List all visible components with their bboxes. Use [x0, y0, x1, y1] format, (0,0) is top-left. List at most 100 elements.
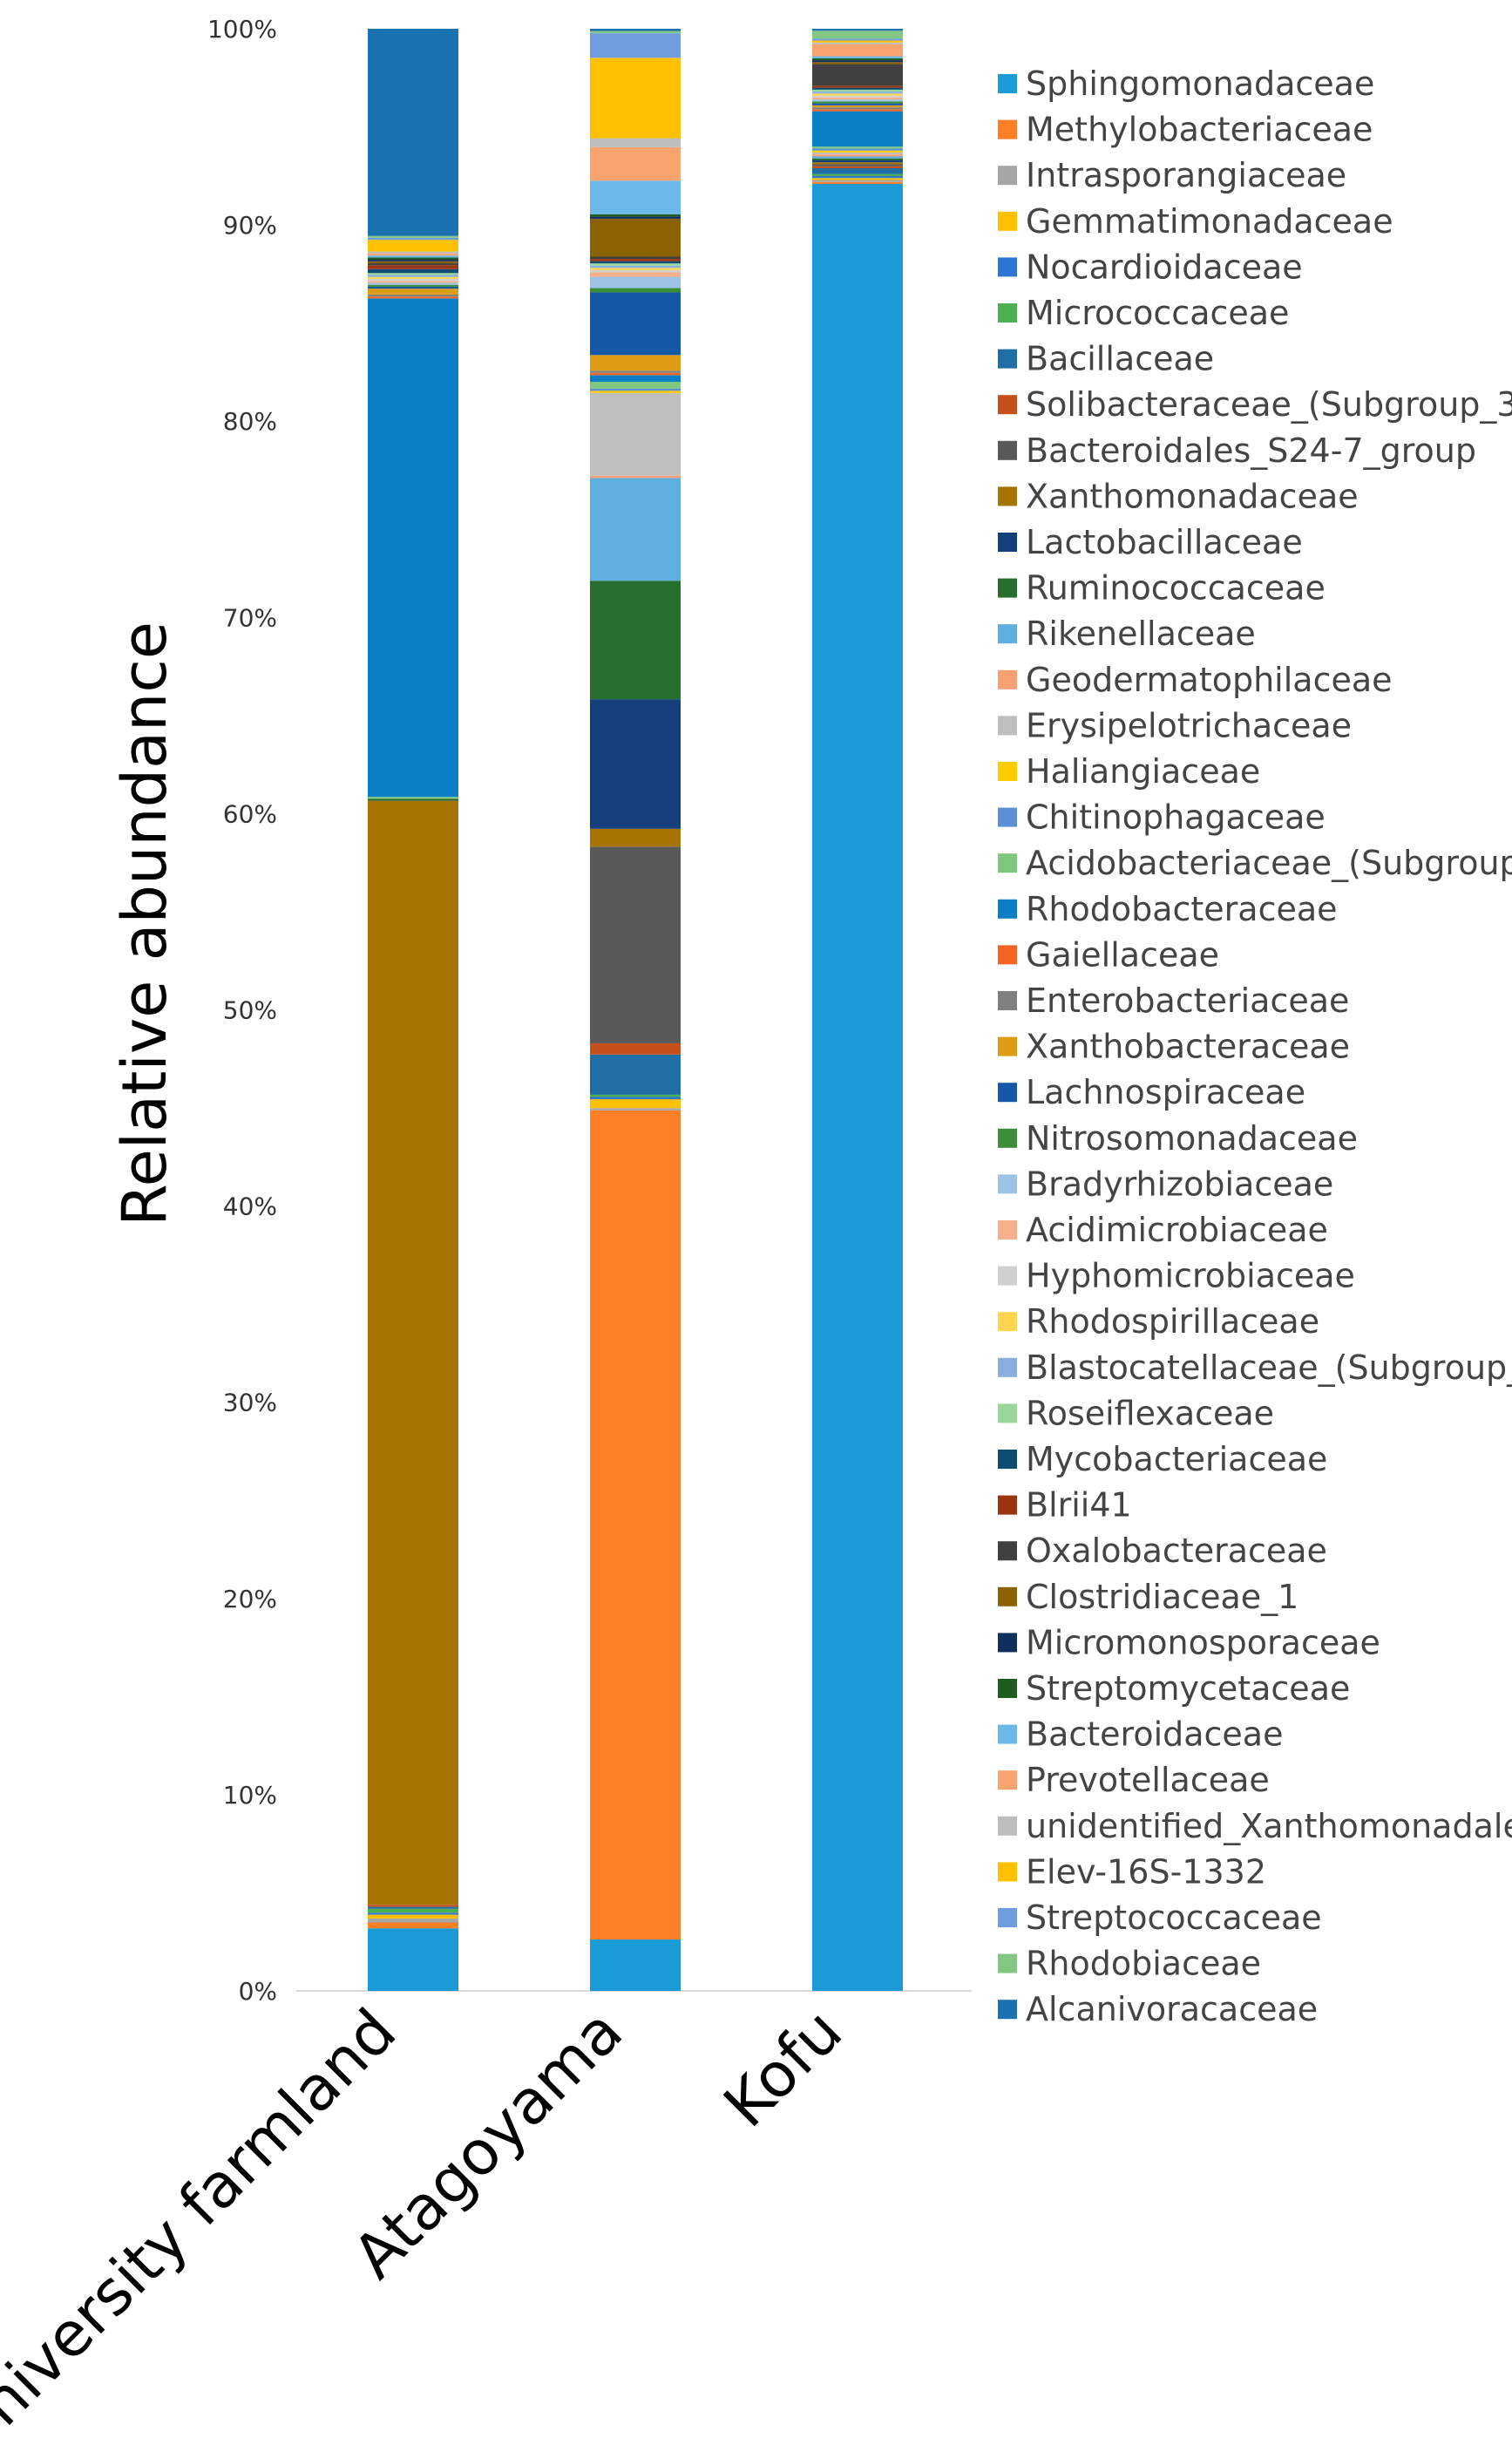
legend-item: Bradyrhizobiaceae [998, 1165, 1333, 1203]
legend-swatch [998, 1357, 1017, 1377]
legend-item: Alcanivoracaceae [998, 1990, 1318, 2028]
legend-item: Elev-16S-1332 [998, 1852, 1266, 1891]
legend-label: Elev-16S-1332 [1026, 1852, 1266, 1891]
legend-label: Enterobacteriaceae [1026, 981, 1349, 1020]
legend-item: Intrasporangiaceae [998, 156, 1346, 194]
legend-label: Gaiellaceae [1026, 935, 1219, 974]
legend-swatch [998, 1679, 1017, 1698]
bar-segment [590, 256, 681, 260]
bar-segment [590, 370, 681, 373]
bar-segment [812, 29, 903, 31]
legend-item: Chitinophagaceae [998, 798, 1326, 837]
legend-label: Gemmatimonadaceae [1026, 202, 1393, 241]
legend-swatch [998, 166, 1017, 186]
bar-segment [812, 93, 903, 96]
y-tick-label: 20% [223, 1585, 277, 1613]
legend-swatch [998, 1174, 1017, 1194]
legend-item: Roseiflexaceae [998, 1394, 1274, 1432]
legend-label: Solibacteraceae_(Subgroup_3) [1026, 385, 1512, 424]
bar-segment [590, 268, 681, 270]
legend-item: Nitrosomonadaceae [998, 1119, 1358, 1158]
bar-segment [590, 478, 681, 581]
legend-swatch [998, 1770, 1017, 1790]
bar-segment [368, 257, 458, 260]
bar-segment [812, 162, 903, 165]
legend-label: Methylobacteriaceae [1026, 111, 1373, 149]
bar-segment [368, 1912, 458, 1915]
legend-item: Blastocatellaceae_(Subgroup_4) [998, 1348, 1512, 1387]
bar-segment [812, 42, 903, 45]
bar-segment [590, 828, 681, 847]
bar-segment [812, 148, 903, 151]
legend-swatch [998, 1266, 1017, 1286]
legend-swatch [998, 440, 1017, 460]
bar-segment [590, 392, 681, 476]
legend-item: unidentified_Xanthomonadales [998, 1807, 1512, 1845]
bar-segment [368, 800, 458, 1905]
bar-segment [812, 95, 903, 98]
legend-item: Bacteroidaceae [998, 1715, 1283, 1754]
legend-label: Xanthobacteraceae [1026, 1028, 1350, 1066]
bar-segment [590, 216, 681, 219]
bar-segment [368, 289, 458, 295]
bar-segment [812, 158, 903, 160]
legend-item: Rikenellaceae [998, 615, 1256, 653]
x-category-label: University farmland [0, 1995, 410, 2452]
legend-label: Blastocatellaceae_(Subgroup_4) [1026, 1348, 1512, 1387]
bar-segment [590, 846, 681, 1043]
legend-item: Nocardioidaceae [998, 248, 1303, 286]
bar-segment [368, 237, 458, 241]
bar-segment [590, 259, 681, 262]
bar-segment [590, 372, 681, 376]
bar-segment [368, 251, 458, 254]
legend-label: Hyphomicrobiaceae [1026, 1257, 1355, 1295]
bar-segment [368, 286, 458, 289]
y-tick-label: 70% [223, 603, 277, 632]
legend-label: Xanthomonadaceae [1026, 477, 1359, 515]
legend-label: Streptococcaceae [1026, 1898, 1322, 1937]
legend-swatch [998, 395, 1017, 415]
bar-segment [812, 146, 903, 149]
bar-segment [812, 180, 903, 182]
bar-segment [590, 1094, 681, 1097]
legend-swatch [998, 807, 1017, 827]
legend-swatch [998, 669, 1017, 689]
bar-segment [368, 282, 458, 285]
legend-label: unidentified_Xanthomonadales [1026, 1807, 1512, 1845]
legend-label: Bacteroidaceae [1026, 1715, 1283, 1754]
bar-segment [812, 184, 903, 1991]
y-tick-label: 100% [207, 15, 277, 44]
bar-segment [368, 798, 458, 801]
bar-segment [368, 1908, 458, 1913]
legend-label: Ruminococcaceae [1026, 569, 1326, 608]
legend-swatch [998, 1908, 1017, 1927]
legend-item: Lachnospiraceae [998, 1073, 1305, 1111]
legend-label: Geodermatophilaceae [1026, 661, 1393, 699]
legend-swatch [998, 624, 1017, 644]
bar-segment [368, 278, 458, 282]
legend-item: Clostridiaceae_1 [998, 1578, 1298, 1616]
legend-item: Micromonosporaceae [998, 1623, 1380, 1661]
bar-segment [590, 375, 681, 383]
bar-segment [812, 175, 903, 179]
legend-label: Haliangiaceae [1026, 752, 1260, 791]
bar-segment [590, 33, 681, 58]
bar-segment [812, 56, 903, 58]
legend-item: Geodermatophilaceae [998, 661, 1393, 699]
legend-item: Rhodobiaceae [998, 1945, 1261, 1983]
legend-item: Xanthobacteraceae [998, 1028, 1350, 1066]
bar-segment [590, 180, 681, 214]
legend-item: Streptococcaceae [998, 1898, 1322, 1937]
bar-segment [368, 296, 458, 299]
bar-segment [368, 284, 458, 287]
legend-label: Prevotellaceae [1026, 1761, 1270, 1799]
bar-segment [590, 31, 681, 34]
bar-segment [812, 109, 903, 112]
legend-swatch [998, 119, 1017, 139]
bar-segment [812, 152, 903, 155]
bar-segment [812, 154, 903, 157]
y-tick-label: 60% [223, 799, 277, 828]
legend-swatch [998, 1495, 1017, 1515]
legend-label: Oxalobacteraceae [1026, 1532, 1327, 1570]
